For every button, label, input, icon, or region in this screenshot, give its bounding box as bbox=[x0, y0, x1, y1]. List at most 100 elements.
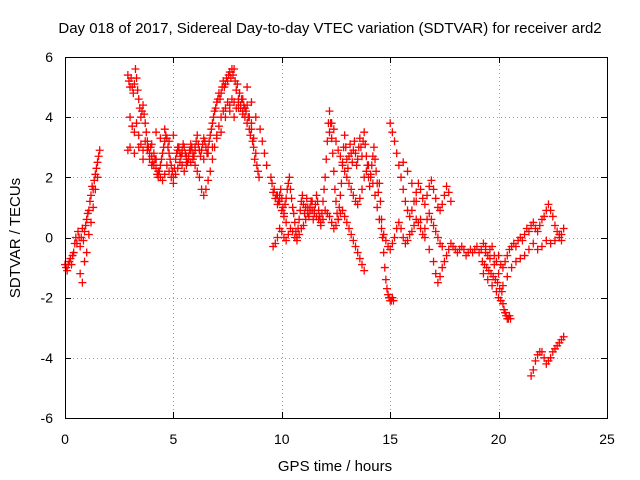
data-point bbox=[388, 239, 397, 248]
data-point bbox=[446, 197, 455, 206]
data-point bbox=[347, 185, 356, 194]
data-point bbox=[287, 194, 296, 203]
data-point bbox=[371, 191, 380, 200]
x-tick-label: 15 bbox=[382, 431, 398, 447]
data-point bbox=[407, 227, 416, 236]
data-point bbox=[407, 179, 416, 188]
data-point bbox=[332, 197, 340, 206]
data-point bbox=[388, 128, 397, 137]
data-point bbox=[479, 269, 488, 278]
data-point bbox=[139, 101, 148, 110]
data-point bbox=[211, 104, 220, 113]
data-point bbox=[527, 371, 536, 380]
data-point bbox=[139, 155, 148, 164]
data-point bbox=[93, 158, 102, 167]
data-point bbox=[85, 197, 94, 206]
data-point bbox=[169, 131, 178, 140]
data-point bbox=[431, 269, 440, 278]
data-point bbox=[221, 104, 230, 113]
data-point bbox=[327, 119, 336, 128]
data-point bbox=[95, 146, 104, 155]
data-point bbox=[364, 161, 373, 170]
data-point bbox=[171, 170, 180, 179]
data-point bbox=[420, 224, 429, 233]
y-tick-label: -6 bbox=[41, 410, 54, 426]
data-point bbox=[152, 155, 161, 164]
data-point bbox=[89, 203, 98, 212]
data-point bbox=[353, 200, 362, 209]
data-point bbox=[433, 278, 442, 287]
data-point bbox=[299, 221, 308, 230]
data-point bbox=[338, 206, 347, 215]
data-point bbox=[477, 245, 486, 254]
data-point bbox=[337, 179, 346, 188]
data-point bbox=[416, 185, 425, 194]
data-point bbox=[131, 65, 140, 74]
data-point bbox=[229, 71, 238, 80]
data-point bbox=[336, 152, 345, 161]
data-point bbox=[405, 212, 414, 221]
data-point bbox=[380, 263, 389, 272]
x-tick-label: 5 bbox=[170, 431, 178, 447]
data-point bbox=[186, 146, 195, 155]
data-point bbox=[260, 149, 269, 158]
data-point bbox=[493, 278, 502, 287]
data-point bbox=[494, 269, 503, 278]
data-point bbox=[163, 143, 172, 152]
data-point bbox=[67, 260, 76, 269]
data-point bbox=[134, 131, 143, 140]
data-point bbox=[271, 239, 280, 248]
data-point bbox=[201, 185, 210, 194]
data-point bbox=[160, 125, 169, 134]
data-point bbox=[214, 122, 223, 131]
data-point bbox=[258, 137, 267, 146]
data-point bbox=[425, 209, 434, 218]
data-point bbox=[546, 353, 555, 362]
data-point bbox=[347, 230, 356, 239]
data-point bbox=[327, 218, 336, 227]
data-point bbox=[494, 293, 503, 302]
data-point bbox=[134, 143, 143, 152]
data-point bbox=[442, 182, 451, 191]
data-point bbox=[501, 257, 510, 266]
data-point bbox=[379, 248, 388, 257]
data-point bbox=[438, 242, 447, 251]
data-point bbox=[249, 143, 258, 152]
data-point bbox=[173, 143, 182, 152]
data-point bbox=[158, 176, 167, 185]
data-point bbox=[212, 134, 221, 143]
data-point bbox=[427, 176, 436, 185]
data-point bbox=[84, 206, 93, 215]
data-point bbox=[548, 212, 557, 221]
data-point bbox=[82, 248, 91, 257]
data-point bbox=[369, 143, 378, 152]
data-point bbox=[433, 233, 442, 242]
data-point bbox=[130, 128, 139, 137]
data-point bbox=[195, 146, 204, 155]
data-point bbox=[373, 203, 382, 212]
data-point bbox=[208, 155, 217, 164]
data-point bbox=[289, 209, 298, 218]
x-tick-label: 20 bbox=[491, 431, 507, 447]
data-point bbox=[425, 245, 434, 254]
data-point bbox=[557, 236, 566, 245]
data-point bbox=[382, 284, 391, 293]
data-point bbox=[133, 86, 142, 95]
data-point bbox=[360, 266, 369, 275]
data-point bbox=[440, 191, 449, 200]
data-point bbox=[322, 155, 331, 164]
x-tick-label: 10 bbox=[274, 431, 290, 447]
data-point bbox=[544, 200, 553, 209]
data-point bbox=[208, 119, 217, 128]
data-point bbox=[531, 356, 540, 365]
data-point bbox=[325, 212, 334, 221]
series-sdtvar-a bbox=[61, 65, 264, 287]
data-point bbox=[368, 179, 377, 188]
data-point bbox=[399, 185, 408, 194]
y-tick-label: 2 bbox=[45, 169, 53, 185]
data-point bbox=[247, 125, 256, 134]
data-point bbox=[360, 173, 369, 182]
data-point bbox=[520, 230, 529, 239]
data-point bbox=[178, 149, 187, 158]
